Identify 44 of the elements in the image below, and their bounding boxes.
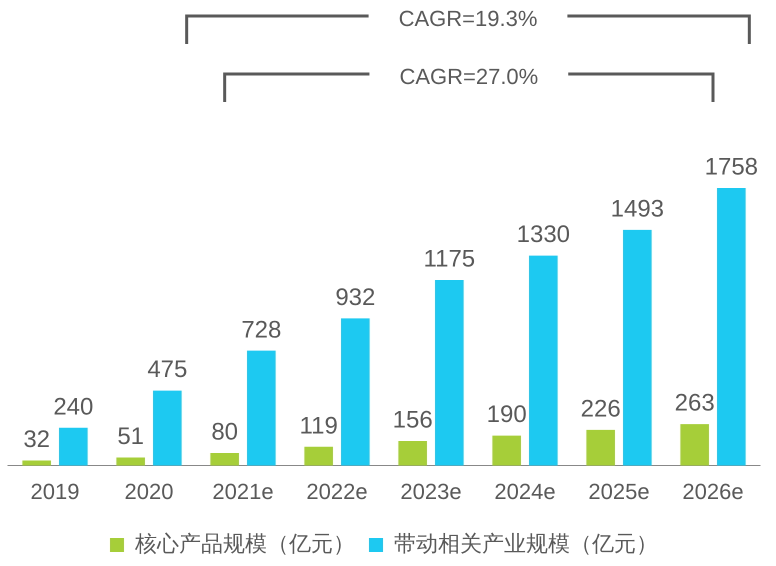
bar [210,452,239,466]
bar [153,390,182,466]
x-tick-label: 2023e [400,478,462,504]
x-tick-label: 2021e [212,478,274,504]
data-label: 51 [117,423,144,450]
bar [116,458,145,466]
legend-label: 核心产品规模（亿元） [134,531,355,556]
data-label: 156 [392,406,433,434]
data-label: 475 [147,356,188,384]
x-tick-label: 2024e [494,478,556,504]
bar [529,256,558,466]
bar [22,460,51,466]
bar [623,230,652,466]
data-label: 1175 [424,246,476,273]
bar [59,428,88,466]
data-label: 263 [674,390,715,417]
bar [341,318,370,466]
legend-label: 带动相关产业规模（亿元） [394,531,658,556]
x-tick-label: 2020 [124,478,174,504]
data-label: 1758 [704,154,758,181]
data-label: 728 [241,316,282,344]
bar [717,188,746,466]
x-tick-label: 2022e [306,478,368,504]
x-tick-label: 2019 [30,478,80,504]
text: CAGR=27.0% [399,64,538,90]
data-label: 1330 [516,221,570,248]
text: CAGR=19.3% [398,6,538,32]
bar [492,436,521,466]
bar [398,440,427,466]
data-label: 190 [486,401,527,428]
bar [304,446,333,466]
data-label: 80 [211,418,238,446]
bar [247,350,276,466]
bar [586,430,615,466]
bar [435,280,464,466]
x-tick-label: 2025e [588,478,650,504]
data-label: 226 [580,396,621,423]
x-tick-label: 2026e [682,478,744,504]
bar [680,424,709,466]
data-label: 119 [300,412,338,440]
data-label: 1493 [610,195,664,222]
data-label: 32 [23,426,50,454]
data-label: 240 [53,393,94,420]
data-label: 932 [335,284,376,312]
